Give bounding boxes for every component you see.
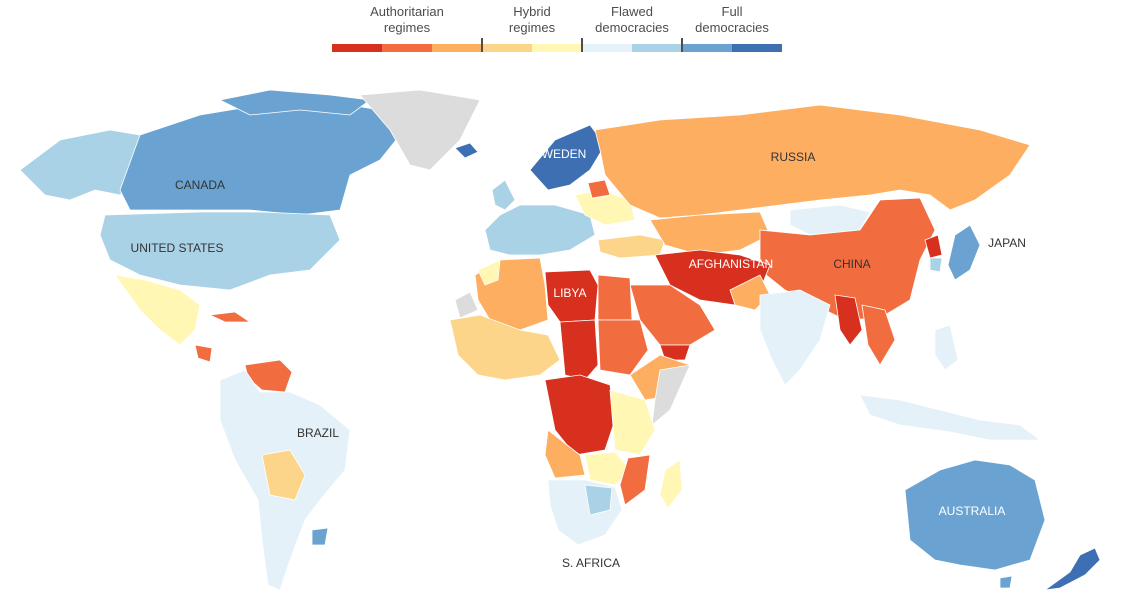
label-australia: AUSTRALIA — [939, 504, 1006, 518]
region-australia — [904, 459, 1046, 571]
world-map: CANADA UNITED STATES BRAZIL LIBYA AFGHAN… — [19, 89, 1101, 591]
label-sweden: SWEDEN — [534, 147, 587, 161]
region-morocco — [477, 259, 501, 286]
region-bolivia — [261, 449, 306, 501]
region-egypt — [597, 274, 633, 321]
region-yemen — [659, 344, 691, 361]
region-drc — [544, 374, 616, 456]
label-japan: JAPAN — [988, 236, 1026, 250]
region-sudan — [597, 319, 649, 376]
region-chad — [559, 319, 599, 381]
label-united-states: UNITED STATES — [131, 241, 224, 255]
region-india — [759, 289, 831, 386]
legend-swatch-flawed-light — [582, 44, 632, 52]
region-turkey — [597, 234, 666, 259]
region-east-africa — [609, 389, 656, 456]
region-central-america — [194, 344, 213, 363]
label-china: CHINA — [833, 257, 870, 271]
legend-swatch-auth-dark — [332, 44, 382, 52]
legend-swatch-flawed-dark — [632, 44, 682, 52]
legend-divider — [481, 38, 483, 52]
legend-swatch-hybrid-dark — [482, 44, 532, 52]
region-philippines — [934, 324, 959, 371]
region-arctic-islands — [218, 89, 372, 116]
legend-label-full: Full democracies — [695, 4, 769, 35]
legend-swatch-auth-light — [432, 44, 482, 52]
region-japan — [947, 224, 981, 281]
legend-swatch-full-dark — [732, 44, 782, 52]
region-madagascar — [659, 459, 683, 509]
region-western-sahara — [454, 291, 479, 319]
label-afghanistan: AFGHANISTAN — [689, 257, 773, 271]
region-saudi-arabia — [629, 284, 716, 346]
region-south-korea — [929, 257, 943, 273]
label-libya: LIBYA — [553, 286, 586, 300]
region-russia — [594, 104, 1031, 219]
region-west-africa — [449, 314, 561, 381]
legend-label-authoritarian: Authoritarian regimes — [370, 4, 444, 35]
label-s-africa: S. AFRICA — [562, 556, 620, 570]
region-western-europe — [484, 204, 596, 256]
legend-divider — [581, 38, 583, 52]
region-mozambique — [619, 454, 651, 506]
region-iceland — [454, 142, 479, 159]
region-indochina — [861, 304, 896, 366]
region-tasmania — [999, 575, 1013, 589]
legend: Authoritarian regimes Hybrid regimes Fla… — [332, 4, 782, 54]
legend-color-bar — [332, 44, 782, 52]
label-canada: CANADA — [175, 178, 225, 192]
region-north-korea — [924, 234, 943, 259]
legend-swatch-hybrid-light — [532, 44, 582, 52]
region-mexico — [114, 274, 201, 346]
label-brazil: BRAZIL — [297, 426, 339, 440]
region-uruguay — [311, 527, 329, 546]
legend-divider — [681, 38, 683, 52]
region-somalia — [651, 364, 691, 426]
region-belarus — [587, 179, 611, 199]
region-cuba — [208, 311, 252, 323]
legend-swatch-auth-mid — [382, 44, 432, 52]
region-uk — [491, 179, 516, 211]
region-united-states — [99, 211, 341, 291]
label-russia: RUSSIA — [771, 150, 816, 164]
region-indonesia — [859, 394, 1042, 441]
region-scandinavia — [529, 124, 606, 191]
region-angola — [544, 429, 586, 479]
region-botswana — [584, 484, 613, 516]
region-central-asia — [649, 211, 771, 256]
region-greenland — [359, 89, 481, 171]
legend-label-flawed: Flawed democracies — [595, 4, 669, 35]
legend-swatch-full-light — [682, 44, 732, 52]
region-canada — [119, 99, 401, 216]
region-new-zealand — [1044, 547, 1101, 591]
legend-label-hybrid: Hybrid regimes — [508, 4, 556, 35]
region-myanmar — [834, 294, 863, 346]
